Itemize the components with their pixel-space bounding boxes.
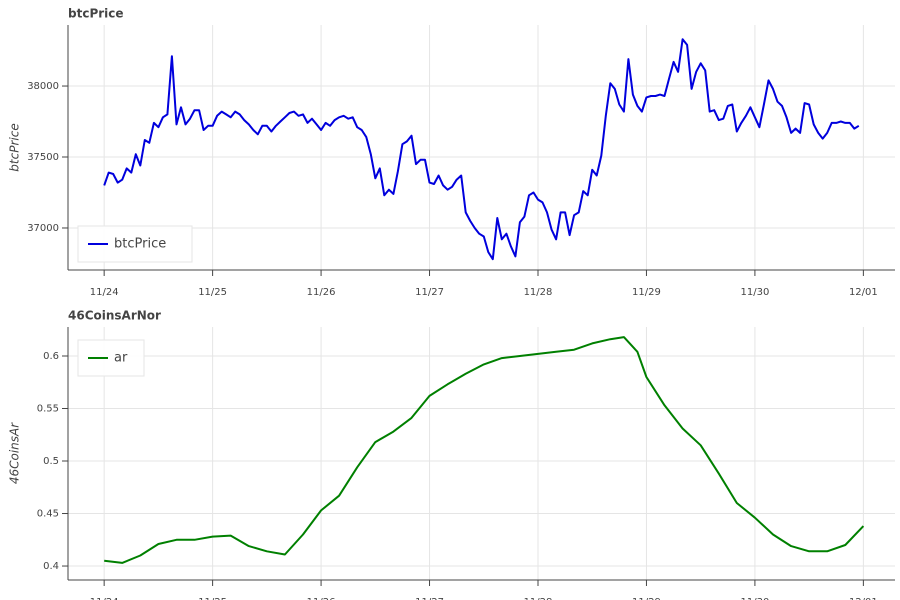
legend-label: btcPrice xyxy=(114,237,166,252)
y-tick-label: 0.4 xyxy=(43,561,59,572)
x-tick-label: 11/30 xyxy=(740,287,769,298)
x-tick-label: 11/26 xyxy=(307,287,336,298)
x-tick-label: 11/26 xyxy=(307,597,336,600)
legend-label: ar xyxy=(114,351,128,366)
chart-panel: 46CoinsArNor 46CoinsAr 0.4 0.45 0.5 0.55 0.6 11… xyxy=(8,309,895,600)
data-line xyxy=(103,38,860,261)
x-tick-label: 11/27 xyxy=(415,597,444,600)
x-tick-label: 11/28 xyxy=(524,597,553,600)
x-tick-label: 12/01 xyxy=(849,287,878,298)
y-tick-label: 38000 xyxy=(27,81,59,92)
y-tick-label: 0.5 xyxy=(43,456,59,467)
y-axis-label: 46CoinsAr xyxy=(8,422,22,484)
x-tick-label: 11/30 xyxy=(740,597,769,600)
y-axis-label: btcPrice xyxy=(8,123,22,171)
y-tick-label: 0.45 xyxy=(37,509,59,520)
x-tick-label: 11/27 xyxy=(415,287,444,298)
y-tick-label: 0.6 xyxy=(43,351,59,362)
chart-title: 46CoinsArNor xyxy=(68,309,161,323)
chart-title: btcPrice xyxy=(68,7,124,21)
x-tick-label: 11/29 xyxy=(632,597,661,600)
data-line xyxy=(104,336,865,564)
y-tick-label: 37500 xyxy=(27,152,59,163)
x-tick-label: 12/01 xyxy=(849,597,878,600)
x-tick-label: 11/29 xyxy=(632,287,661,298)
y-tick-label: 37000 xyxy=(27,223,59,234)
x-tick-label: 11/24 xyxy=(90,597,119,600)
x-tick-label: 11/24 xyxy=(90,287,119,298)
x-tick-label: 11/25 xyxy=(198,597,227,600)
x-tick-label: 11/28 xyxy=(524,287,553,298)
y-tick-label: 0.55 xyxy=(37,403,59,414)
x-tick-label: 11/25 xyxy=(198,287,227,298)
legend-box xyxy=(77,339,145,377)
